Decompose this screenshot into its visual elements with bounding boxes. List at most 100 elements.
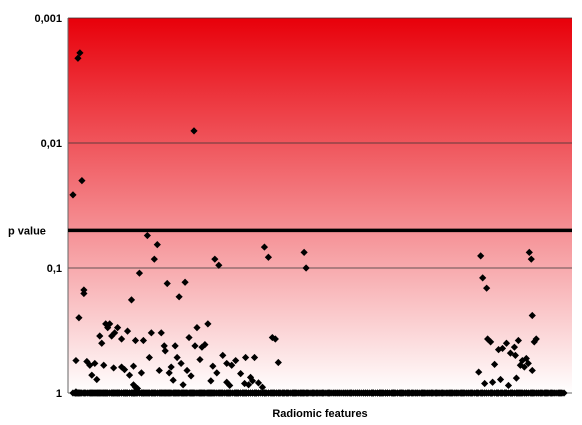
data-point: [226, 381, 234, 390]
data-point: [197, 389, 205, 397]
data-point: [157, 329, 165, 337]
data-point: [193, 324, 201, 332]
data-point: [510, 343, 519, 351]
data-point: [504, 381, 513, 390]
data-point: [275, 389, 283, 397]
data-point: [457, 389, 465, 397]
data-point: [122, 389, 131, 397]
data-point: [483, 284, 491, 292]
data-point: [104, 324, 112, 332]
data-point: [532, 335, 540, 343]
data-point: [514, 336, 522, 345]
data-point: [237, 370, 245, 378]
data-point: [308, 389, 316, 397]
data-point: [82, 389, 90, 397]
data-point: [191, 342, 199, 350]
data-point: [258, 383, 267, 391]
data-point: [541, 389, 549, 397]
data-point: [513, 389, 521, 397]
data-point: [228, 361, 236, 369]
data-point: [381, 389, 390, 397]
data-point: [324, 389, 332, 397]
data-point: [187, 372, 195, 380]
data-point: [246, 373, 255, 381]
data-point: [224, 389, 232, 397]
data-point: [204, 389, 212, 397]
data-point: [171, 342, 179, 350]
data-point: [280, 389, 288, 397]
data-point: [493, 389, 502, 397]
data-point: [473, 389, 481, 397]
data-point: [189, 389, 197, 397]
data-point: [190, 127, 198, 135]
data-point: [177, 359, 185, 368]
data-point: [215, 261, 223, 269]
data-point: [133, 384, 142, 393]
data-point: [254, 379, 263, 387]
data-point: [232, 356, 240, 365]
data-point: [88, 371, 96, 379]
y-axis-label: p value: [8, 225, 46, 237]
data-point: [211, 255, 219, 263]
data-point: [127, 296, 136, 304]
data-point: [171, 389, 179, 397]
data-point: [76, 49, 84, 57]
data-point: [139, 389, 148, 397]
data-point: [528, 366, 536, 375]
data-point: [488, 378, 497, 386]
data-point: [207, 377, 215, 385]
data-point: [106, 320, 114, 328]
data-point: [528, 311, 536, 320]
data-point: [500, 389, 509, 397]
data-point: [114, 389, 122, 397]
data-point: [155, 389, 163, 397]
data-point: [487, 389, 495, 397]
data-point: [396, 389, 404, 397]
data-point: [153, 241, 161, 249]
data-point: [465, 389, 473, 397]
data-point: [246, 389, 255, 397]
data-point: [175, 293, 183, 301]
data-point: [111, 329, 119, 337]
data-point: [110, 364, 118, 372]
data-point: [143, 231, 151, 240]
data-point: [185, 333, 193, 342]
y-tick-label: 1: [56, 388, 62, 400]
data-point: [264, 253, 272, 261]
data-point: [86, 361, 94, 369]
data-point: [78, 177, 86, 185]
data-point: [179, 389, 187, 397]
x-axis-label: Radiomic features: [272, 408, 367, 420]
data-point: [302, 264, 310, 272]
data-point: [100, 361, 108, 369]
data-point: [213, 369, 221, 377]
data-point: [261, 389, 270, 397]
data-point: [475, 368, 483, 376]
data-point: [120, 366, 129, 374]
y-tick-label: 0,1: [47, 263, 62, 275]
data-point: [147, 329, 155, 337]
data-point: [502, 339, 511, 347]
data-point: [169, 376, 177, 384]
data-point: [223, 359, 231, 368]
data-point: [114, 324, 122, 332]
data-point: [268, 333, 276, 342]
data-point: [183, 366, 191, 375]
data-point: [139, 336, 148, 345]
data-point: [528, 389, 536, 397]
data-point: [241, 353, 250, 362]
data-point: [451, 389, 459, 397]
data-point: [427, 389, 435, 397]
data-point: [209, 362, 217, 370]
data-point: [137, 369, 146, 377]
data-point: [125, 371, 134, 379]
data-point: [166, 389, 174, 397]
data-point: [104, 389, 112, 397]
data-point: [477, 252, 485, 260]
data-point: [330, 389, 338, 397]
data-point: [496, 375, 505, 384]
plot-area: [68, 18, 572, 393]
data-point: [204, 320, 212, 328]
data-point: [300, 248, 308, 256]
data-point: [201, 340, 209, 349]
